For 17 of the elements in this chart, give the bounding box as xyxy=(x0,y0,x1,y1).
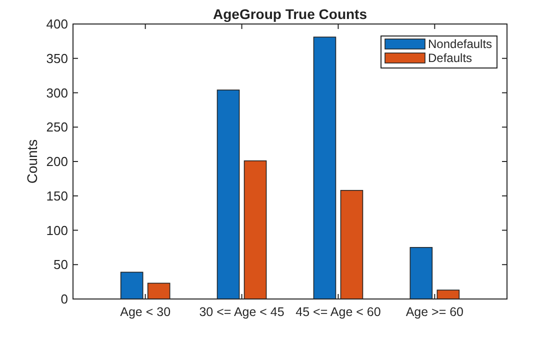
x-tick-label: 30 <= Age < 45 xyxy=(199,305,284,319)
chart-title: AgeGroup True Counts xyxy=(213,6,368,22)
y-tick-label: 50 xyxy=(54,257,68,272)
x-tick-label: Age < 30 xyxy=(120,305,171,319)
legend-label: Defaults xyxy=(428,51,472,65)
y-tick-label: 100 xyxy=(46,222,68,238)
y-tick-label: 400 xyxy=(46,16,68,32)
x-tick-label: 45 <= Age < 60 xyxy=(296,305,381,319)
y-tick-label: 200 xyxy=(46,154,68,169)
y-tick-label: 250 xyxy=(46,120,68,135)
y-tick-label: 350 xyxy=(46,50,68,66)
legend-label: Nondefaults xyxy=(428,37,492,51)
y-axis-title: Counts xyxy=(24,139,40,184)
x-tick-label: Age >= 60 xyxy=(406,305,464,319)
y-tick-label: 150 xyxy=(46,188,68,204)
y-tick-label: 300 xyxy=(46,85,68,100)
y-tick-label: 0 xyxy=(60,292,68,306)
